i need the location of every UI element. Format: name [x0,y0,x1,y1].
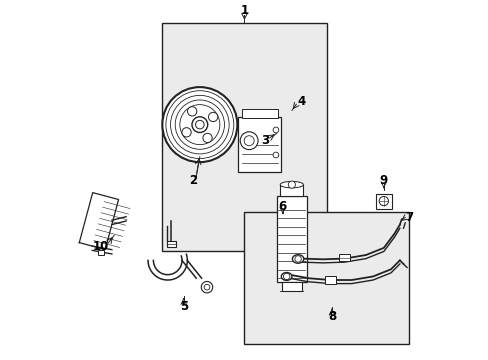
FancyBboxPatch shape [375,194,391,208]
Circle shape [272,127,278,133]
Text: 4: 4 [297,95,305,108]
Text: 3: 3 [261,134,269,147]
Ellipse shape [280,181,303,188]
Bar [276,196,306,282]
Bar [282,282,301,291]
Bar [238,117,281,172]
Bar [244,212,408,344]
Text: 5: 5 [179,300,187,313]
Text: 9: 9 [379,174,387,186]
FancyBboxPatch shape [324,276,335,284]
Bar [166,242,175,247]
Circle shape [201,282,212,293]
Text: 8: 8 [327,310,335,323]
Text: 6: 6 [278,200,286,213]
Circle shape [240,132,258,150]
Ellipse shape [281,273,291,280]
Circle shape [272,152,278,158]
Circle shape [287,181,295,188]
Text: 7: 7 [404,211,412,224]
Circle shape [378,197,387,206]
Circle shape [162,87,237,162]
Text: 1: 1 [240,4,248,17]
Bar [162,23,326,251]
Bar [98,251,104,255]
Circle shape [187,107,196,116]
Circle shape [208,112,217,122]
Text: 10: 10 [93,240,109,253]
Circle shape [182,128,191,137]
Circle shape [195,120,203,129]
Ellipse shape [292,255,303,263]
Polygon shape [79,193,118,249]
Text: 2: 2 [188,174,196,186]
Bar [242,109,277,118]
Circle shape [192,117,207,132]
FancyBboxPatch shape [339,253,349,261]
Circle shape [203,133,212,143]
Bar [280,185,303,196]
